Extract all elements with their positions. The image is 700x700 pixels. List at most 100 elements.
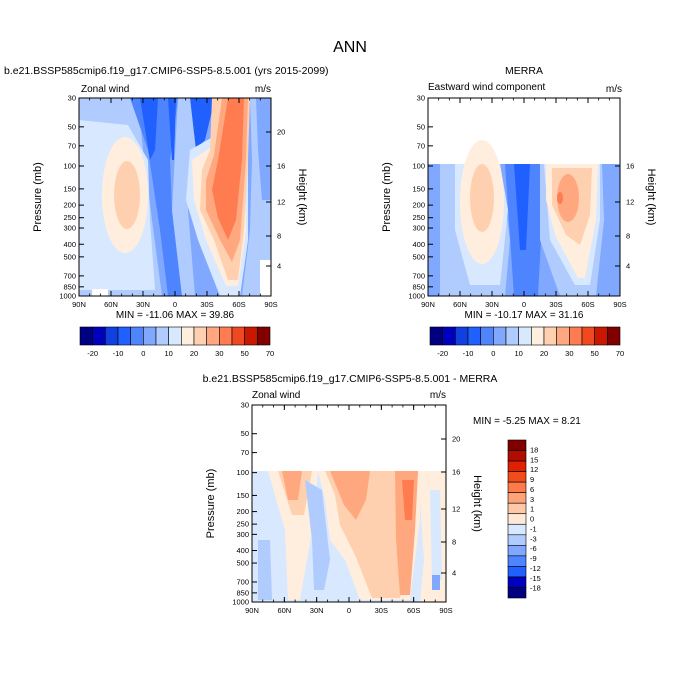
- y-tick-label: 400: [236, 546, 249, 555]
- colorbar-box: [155, 326, 169, 346]
- colorbar-label: 70: [266, 349, 274, 358]
- colorbar-box: [507, 523, 527, 536]
- colorbar-model: -20 -10 0 10 20 30 50 70: [79, 326, 274, 358]
- panel-merra-title: MERRA: [505, 65, 543, 77]
- colorbar-label: -12: [530, 564, 541, 573]
- missing-data-region: [92, 289, 108, 296]
- colorbar-box: [507, 439, 527, 451]
- colorbar-label: 15: [530, 455, 538, 464]
- y-tick-label: 400: [63, 240, 76, 249]
- y-tick-label: 250: [412, 213, 425, 222]
- y-right-tick-label: 8: [277, 232, 281, 241]
- colorbar-box: [507, 450, 527, 462]
- contour-region: [256, 98, 271, 200]
- contour-region: [282, 471, 302, 500]
- x-tick-label: 30S: [200, 300, 213, 309]
- colorbar-box: [507, 513, 527, 525]
- colorbar-box: [518, 326, 532, 346]
- colorbar-label: -1: [530, 524, 537, 533]
- colorbar-label: -3: [530, 534, 537, 543]
- y-axis-label-right: Height (km): [645, 169, 657, 226]
- y-tick-label: 30: [417, 94, 425, 103]
- axes-model: 90N 60N 30N 0 30S 60S 90S 30 50 70 100 150 200 250 300…: [32, 94, 308, 310]
- panel-merra-stats: MIN = -10.17 MAX = 31.16: [465, 310, 584, 321]
- colorbar-label: -20: [437, 349, 448, 358]
- contour-region: [402, 480, 414, 520]
- contour-region: [330, 471, 370, 520]
- y-tick-label: 150: [63, 184, 76, 193]
- colorbar-box: [507, 471, 527, 483]
- colorbar-label: 20: [540, 349, 548, 358]
- y-tick-label: 500: [63, 252, 76, 261]
- y-tick-label: 50: [241, 429, 249, 438]
- colorbar-box: [531, 326, 545, 346]
- x-tick-label: 30N: [485, 300, 499, 309]
- colorbar-box: [507, 460, 527, 472]
- panel-model-left-label: Zonal wind: [81, 84, 129, 95]
- colorbar-box: [556, 326, 570, 346]
- colorbar-box: [130, 326, 144, 346]
- y-right-tick-label: 20: [452, 435, 460, 444]
- contour-region: [514, 164, 530, 250]
- y-tick-label: 1000: [408, 292, 425, 301]
- colorbar-box: [143, 326, 157, 346]
- y-tick-label: 700: [236, 577, 249, 586]
- colorbar-box: [543, 326, 557, 346]
- y-tick-label: 70: [68, 141, 76, 150]
- colorbar-label: 0: [141, 349, 145, 358]
- y-right-tick-label: 12: [626, 198, 634, 207]
- colorbar-box: [79, 326, 93, 346]
- colorbar-box: [607, 326, 621, 346]
- y-tick-label: 850: [236, 588, 249, 597]
- y-right-tick-label: 12: [452, 505, 460, 514]
- colorbar-label: -20: [87, 349, 98, 358]
- x-tick-label: 60S: [232, 300, 245, 309]
- y-tick-label: 200: [236, 507, 249, 516]
- colorbar-label: 18: [530, 445, 538, 454]
- y-axis-label: Pressure (mb): [381, 162, 393, 232]
- y-tick-label: 30: [68, 94, 76, 103]
- contour-region: [172, 98, 196, 296]
- colorbar-box: [507, 502, 527, 515]
- colorbar-label: 30: [215, 349, 223, 358]
- colorbar-label: -6: [530, 544, 537, 553]
- colorbar-box: [594, 326, 608, 346]
- panel-merra: MERRA Eastward wind component m/s 90N 60N…: [381, 65, 657, 358]
- y-tick-label: 100: [236, 468, 249, 477]
- y-tick-label: 300: [412, 224, 425, 233]
- contour-region: [600, 164, 620, 296]
- colorbar-label: 9: [530, 475, 534, 484]
- contour-region: [432, 575, 440, 590]
- y-tick-label: 100: [412, 161, 425, 170]
- contour-region: [557, 192, 563, 204]
- x-tick-label: 90N: [72, 300, 86, 309]
- y-right-tick-label: 16: [277, 162, 285, 171]
- colorbar-box: [507, 545, 527, 557]
- y-tick-label: 200: [412, 201, 425, 210]
- y-right-tick-label: 16: [452, 468, 460, 477]
- colorbar-label: -10: [463, 349, 474, 358]
- contour-region: [258, 540, 272, 600]
- panel-model: b.e21.BSSP585cmip6.f19_g17.CMIP6-SSP5-8.…: [4, 65, 329, 358]
- y-tick-label: 500: [412, 252, 425, 261]
- panel-difference-title: b.e21.BSSP585cmip6.f19_g17.CMIP6-SSP5-8.…: [203, 373, 498, 385]
- contour-region: [190, 98, 215, 150]
- y-right-tick-label: 16: [626, 162, 634, 171]
- y-tick-label: 200: [63, 201, 76, 210]
- colorbar-box: [569, 326, 583, 346]
- colorbar-box: [467, 326, 481, 346]
- colorbar-box: [117, 326, 131, 346]
- panel-model-units: m/s: [255, 84, 271, 95]
- colorbar-box: [257, 326, 271, 346]
- panel-difference-stats: MIN = -5.25 MAX = 8.21: [473, 416, 581, 427]
- colorbar-box: [168, 326, 182, 346]
- colorbar-label: 20: [190, 349, 198, 358]
- colorbar-merra: -20 -10 0 10 20 30 50 70: [429, 326, 624, 358]
- y-tick-label: 100: [63, 161, 76, 170]
- colorbar-box: [193, 326, 207, 346]
- y-tick-label: 70: [241, 448, 249, 457]
- y-tick-label: 250: [63, 213, 76, 222]
- contour-region: [114, 161, 140, 229]
- x-tick-label: 60N: [453, 300, 467, 309]
